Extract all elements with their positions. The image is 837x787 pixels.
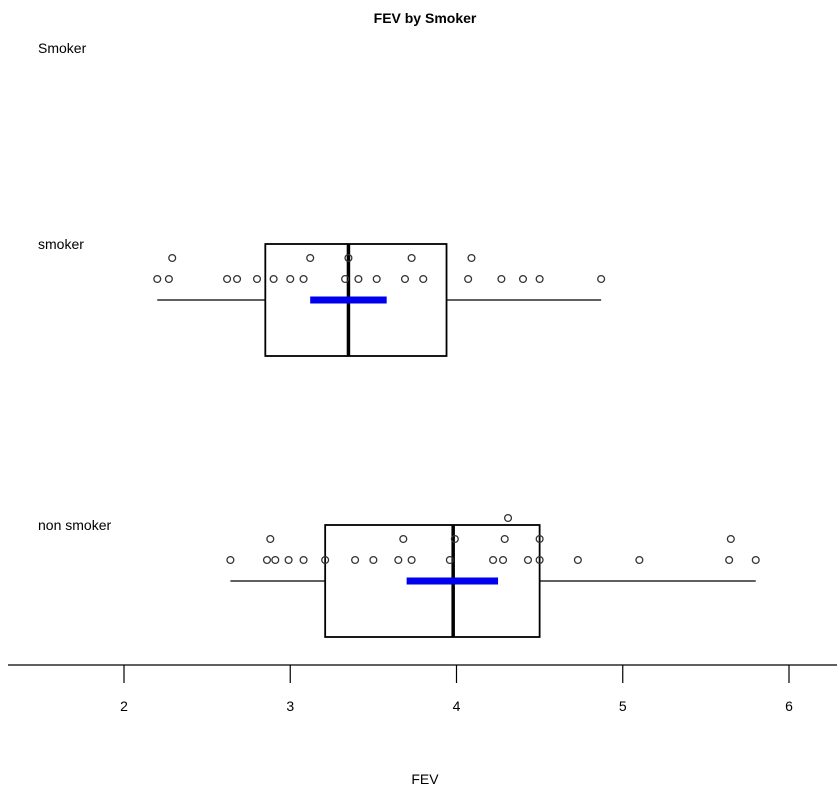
data-point <box>394 555 403 565</box>
data-point <box>226 555 235 565</box>
data-point <box>445 555 454 565</box>
data-point <box>489 555 498 565</box>
data-point <box>341 274 350 284</box>
group-axis-label: Smoker <box>38 40 87 56</box>
data-point <box>223 274 232 284</box>
data-point <box>400 274 410 284</box>
data-point <box>535 534 544 544</box>
data-point <box>407 555 416 565</box>
data-point <box>419 274 428 284</box>
group-label: non smoker <box>38 517 111 533</box>
data-point <box>503 513 513 523</box>
iqr-box <box>324 524 541 638</box>
data-point <box>372 274 381 284</box>
data-point <box>153 274 162 284</box>
data-point <box>354 274 363 284</box>
data-point <box>233 274 242 284</box>
data-point <box>271 555 280 565</box>
data-point <box>518 274 528 284</box>
data-point <box>344 253 353 263</box>
chart-title: FEV by Smoker <box>374 10 477 26</box>
group-label: smoker <box>38 236 84 252</box>
data-point <box>535 555 544 565</box>
x-tick-label: 5 <box>619 698 627 714</box>
data-point <box>306 253 315 263</box>
data-point <box>726 534 735 544</box>
iqr-box <box>264 243 448 357</box>
x-tick-label: 3 <box>286 698 294 714</box>
data-point <box>635 555 644 565</box>
data-point <box>252 274 262 284</box>
data-point <box>286 274 295 284</box>
data-point <box>164 274 173 284</box>
x-tick-label: 6 <box>785 698 793 714</box>
data-point <box>573 555 582 565</box>
data-point <box>523 555 533 565</box>
data-point <box>266 534 275 544</box>
data-point <box>535 274 544 284</box>
data-point <box>284 555 293 565</box>
x-tick-label: 2 <box>120 698 128 714</box>
data-point <box>269 274 278 284</box>
data-point <box>751 555 760 565</box>
data-point <box>399 534 408 544</box>
data-point <box>407 253 416 263</box>
data-point <box>369 555 378 565</box>
data-point <box>497 274 506 284</box>
data-point <box>725 555 734 565</box>
data-point <box>464 274 473 284</box>
x-tick-label: 4 <box>453 698 461 714</box>
x-axis-label: FEV <box>411 771 439 787</box>
data-point <box>597 274 606 284</box>
data-point <box>500 534 509 544</box>
data-point <box>467 253 476 263</box>
data-point <box>299 555 308 565</box>
data-point <box>351 555 360 565</box>
data-point <box>321 555 330 565</box>
plot-area: 2 3 4 5 6 smoker non smoker <box>8 236 837 714</box>
data-point <box>498 555 508 565</box>
data-point <box>168 253 177 263</box>
data-point <box>299 274 308 284</box>
data-point <box>262 555 272 565</box>
data-point <box>450 534 459 544</box>
